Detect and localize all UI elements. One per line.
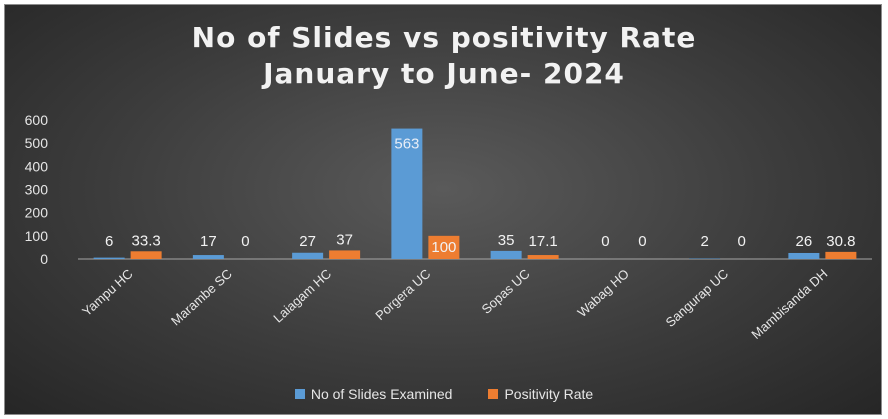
bar-positivity-0 [130,251,162,259]
bar-positivity-3 [428,235,460,259]
bar-slides-7 [788,252,820,259]
chart-title: No of Slides vs positivity Rate January … [0,20,888,92]
x-tick-label-0: Yampu HC [79,266,136,319]
data-label-slides-2: 27 [299,233,316,250]
data-label-slides-4: 35 [498,232,515,249]
data-label-positivity-1: 0 [241,233,249,250]
data-label-positivity-0: 33.3 [132,232,161,249]
x-tick-label-3: Porgera UC [372,266,433,323]
x-tick-label-6: Sangurap UC [663,266,732,330]
legend-swatch-positivity [488,389,499,399]
bar-slides-4 [490,250,522,259]
bar-slides-2 [292,252,324,259]
data-label-positivity-3: 100 [431,239,456,256]
data-label-positivity-6: 0 [737,233,745,250]
data-label-slides-1: 17 [200,233,217,250]
data-label-slides-3: 563 [394,136,419,153]
data-label-slides-0: 6 [105,233,113,250]
bar-positivity-4 [527,255,559,259]
bar-positivity-2 [329,250,361,259]
bar-slides-1 [192,255,224,259]
y-tick-label-600: 600 [25,112,49,128]
legend-swatch-slides [294,389,305,399]
y-tick-label-500: 500 [25,135,49,151]
x-tick-label-7: Mambisanda DH [748,266,830,342]
bar-slides-3 [391,128,423,259]
y-tick-label-0: 0 [40,251,48,267]
legend-label-slides: No of Slides Examined [310,386,453,402]
legend: No of Slides Examined Positivity Rate [0,386,888,402]
data-label-positivity-7: 30.8 [826,233,855,250]
chart-title-line1: No of Slides vs positivity Rate [191,21,697,54]
data-label-positivity-4: 17.1 [529,233,558,250]
data-label-slides-7: 26 [796,233,813,250]
legend-item-slides: No of Slides Examined [294,386,453,402]
data-label-slides-6: 2 [700,233,708,250]
legend-item-positivity: Positivity Rate [488,386,593,402]
chart-area [4,4,882,415]
x-tick-label-1: Marambe SC [168,266,235,328]
chart-title-line2: January to June- 2024 [263,57,625,90]
y-tick-label-100: 100 [25,228,49,244]
data-label-positivity-2: 37 [336,231,353,248]
y-tick-label-200: 200 [25,205,49,221]
bar-slides-0 [93,257,125,259]
bar-positivity-7 [825,251,857,259]
y-tick-label-400: 400 [25,158,49,174]
y-tick-label-300: 300 [25,182,49,198]
x-tick-label-2: Laiagam HC [270,266,334,326]
x-tick-label-4: Sopas UC [479,266,533,317]
data-label-slides-5: 0 [601,233,609,250]
x-tick-label-5: Wabag HO [574,266,631,320]
legend-label-positivity: Positivity Rate [504,386,594,402]
data-label-positivity-5: 0 [638,233,646,250]
